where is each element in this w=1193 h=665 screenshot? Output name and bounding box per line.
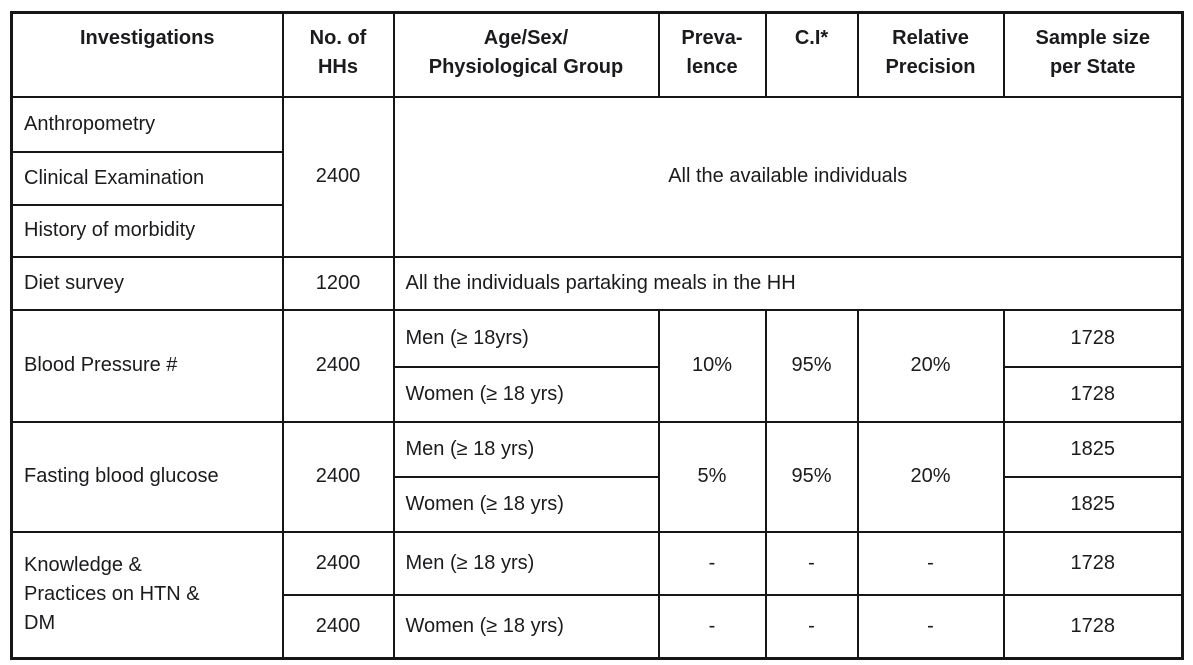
cell-hhs-anthro-group: 2400 (281, 95, 395, 258)
cell-group-bp-women: Women (≥ 18 yrs) (392, 365, 660, 423)
table-row: Knowledge & Practices on HTN & DM 2400 M… (10, 530, 1184, 660)
table-row: Women (≥ 18 yrs) 1825 (12, 475, 1184, 533)
cell-rp-knowledge-men: - (856, 530, 1005, 596)
table-row: 2400 Women (≥ 18 yrs) - - - 1728 (12, 593, 1184, 660)
header-row: Investigations No. of HHs Age/Sex/ Physi… (10, 11, 1184, 98)
cell-ci-bp: 95% (764, 308, 859, 423)
cell-group-knowledge-women: Women (≥ 18 yrs) (392, 593, 660, 660)
cell-group-diet: All the individuals partaking meals in t… (392, 255, 1184, 311)
cell-ci-fbg: 95% (764, 420, 859, 533)
cell-sample-bp-men: 1728 (1002, 308, 1184, 368)
table-row: Women (≥ 18 yrs) 1728 (12, 365, 1184, 423)
header-relative-precision: Relative Precision (856, 11, 1005, 98)
cell-group-knowledge-men: Men (≥ 18 yrs) (392, 530, 660, 596)
cell-investigation-diet: Diet survey (10, 255, 284, 311)
cell-investigation-clinical: Clinical Examination (10, 150, 284, 206)
table-row: Diet survey 1200 All the individuals par… (10, 255, 1184, 311)
cell-hhs-blood-pressure: 2400 (281, 308, 395, 423)
cell-group-fbg-men: Men (≥ 18 yrs) (392, 420, 660, 478)
cell-ci-knowledge-men: - (764, 530, 859, 596)
table-row: Anthropometry 2400 All the available ind… (10, 95, 1184, 258)
cell-prevalence-knowledge-women: - (657, 593, 767, 660)
cell-investigation-knowledge: Knowledge & Practices on HTN & DM (10, 530, 284, 660)
cell-hhs-knowledge-men: 2400 (281, 530, 395, 596)
cell-group-bp-men: Men (≥ 18yrs) (392, 308, 660, 368)
header-no-of-hhs: No. of HHs (281, 11, 395, 98)
cell-prevalence-bp: 10% (657, 308, 767, 423)
cell-sample-knowledge-men: 1728 (1002, 530, 1184, 596)
cell-prevalence-knowledge-men: - (657, 530, 767, 596)
header-prevalence: Preva- lence (657, 11, 767, 98)
cell-hhs-fasting-glucose: 2400 (281, 420, 395, 533)
sampling-plan-table: Investigations No. of HHs Age/Sex/ Physi… (10, 11, 1184, 660)
cell-prevalence-fbg: 5% (657, 420, 767, 533)
cell-sample-knowledge-women: 1728 (1002, 593, 1184, 660)
table-row: Fasting blood glucose 2400 Men (≥ 18 yrs… (10, 420, 1184, 533)
header-age-sex-group: Age/Sex/ Physiological Group (392, 11, 660, 98)
table-row: Clinical Examination (10, 150, 1183, 206)
cell-rp-knowledge-women: - (856, 593, 1005, 660)
cell-ci-knowledge-women: - (764, 593, 859, 660)
cell-group-fbg-women: Women (≥ 18 yrs) (392, 475, 660, 533)
header-sample-size: Sample size per State (1002, 11, 1184, 98)
cell-investigation-anthropometry: Anthropometry (10, 95, 284, 153)
table-row: History of morbidity (10, 203, 1183, 258)
cell-investigation-history: History of morbidity (10, 203, 284, 258)
header-ci: C.I* (764, 11, 859, 98)
cell-rp-bp: 20% (856, 308, 1005, 423)
cell-rp-fbg: 20% (856, 420, 1005, 533)
cell-investigation-blood-pressure: Blood Pressure # (10, 308, 284, 423)
header-investigations: Investigations (10, 11, 284, 98)
cell-hhs-diet: 1200 (281, 255, 395, 311)
cell-investigation-fasting-glucose: Fasting blood glucose (10, 420, 284, 533)
cell-hhs-knowledge-women: 2400 (281, 593, 395, 660)
cell-sample-fbg-women: 1825 (1002, 475, 1184, 533)
cell-sample-bp-women: 1728 (1002, 365, 1184, 423)
cell-group-all-available: All the available individuals (392, 95, 1184, 258)
cell-sample-fbg-men: 1825 (1002, 420, 1184, 478)
table-row: Blood Pressure # 2400 Men (≥ 18yrs) 10% … (10, 308, 1184, 423)
